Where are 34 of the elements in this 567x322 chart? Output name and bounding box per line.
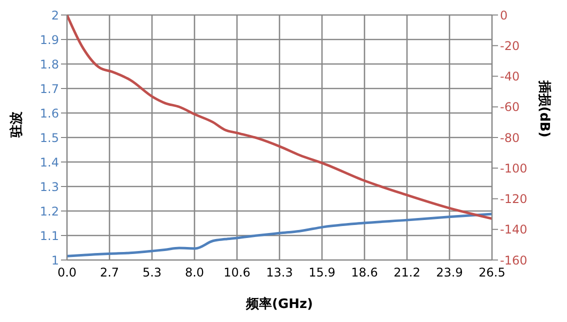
y-tick-label: 1.1 [40,228,59,243]
y-tick-label: 1.3 [40,180,59,194]
y-tick-label: 2 [51,8,59,22]
y-tick-label: 1.5 [40,130,59,145]
y-tick-label: 1.2 [40,204,59,218]
y2-tick-label: 0 [500,8,508,22]
x-tick-label: 23.9 [436,266,463,280]
y-tick-label: 1.8 [40,57,59,72]
x-tick-label: 10.6 [224,266,250,280]
x-tick-label: 8.0 [184,266,204,280]
y-tick-label: 1.6 [40,106,59,120]
y2-tick-label: -160 [500,253,528,268]
x-tick-label: 0.0 [57,266,77,280]
y2-tick-label: -140 [500,222,528,237]
y2-tick-label: -120 [500,192,528,206]
y2-tick-label: -40 [500,70,520,84]
x-tick-label: 21.2 [394,266,420,280]
x-tick-label: 5.3 [142,266,162,280]
y-tick-label: 1.7 [40,82,59,96]
y2-tick-label: -100 [500,161,528,176]
x-tick-label: 13.3 [266,266,293,280]
y2-axis-title: 插损(dB) [536,79,552,138]
x-tick-label: 2.7 [100,266,120,280]
y-tick-label: 1.4 [40,155,59,170]
x-tick-label: 26.5 [478,266,506,280]
x-tick-label: 15.9 [308,266,336,280]
y-tick-label: 1 [51,253,59,268]
y2-tick-label: -60 [500,100,520,114]
y2-tick-label: -20 [500,38,520,53]
y-tick-label: 1.9 [40,32,59,47]
y-axis-title: 驻波 [8,110,25,138]
x-axis-title: 频率(GHz) [245,296,313,312]
x-tick-label: 18.6 [351,266,378,280]
y2-tick-label: -80 [500,130,520,145]
